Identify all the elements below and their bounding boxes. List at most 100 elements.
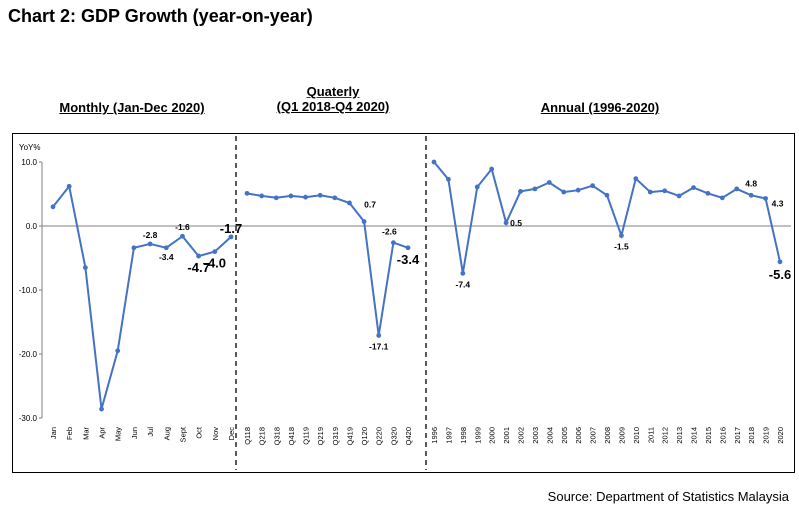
data-point [691, 185, 696, 190]
x-tick-label: Q219 [316, 427, 325, 445]
x-tick-label: 1996 [430, 427, 439, 444]
x-tick-label: Q418 [287, 427, 296, 445]
data-label: -2.8 [143, 230, 158, 240]
data-label: 0.5 [510, 218, 522, 228]
x-tick-label: 2006 [574, 427, 583, 444]
x-tick-label: Q119 [302, 427, 311, 445]
data-point [212, 249, 218, 254]
x-tick-label: Jul [146, 427, 155, 437]
y-tick-label: -20.0 [19, 350, 38, 359]
data-point [431, 159, 437, 165]
data-point [115, 348, 121, 354]
data-point [259, 193, 265, 199]
data-label: -3.4 [159, 252, 174, 262]
x-tick-label: May [114, 427, 123, 441]
x-tick-label: Q118 [243, 427, 252, 445]
data-label: -3.4 [397, 252, 420, 267]
x-tick-label: Nov [211, 427, 220, 441]
x-tick-label: Oct [195, 426, 204, 439]
data-point [66, 183, 72, 189]
y-tick-label: -10.0 [19, 286, 38, 295]
data-point [619, 233, 624, 238]
data-point [734, 186, 740, 192]
data-point [99, 406, 104, 412]
chart-svg: YoY% 10.0 0.0 -10.0 -20.0 -30.0 Jan Feb Mar Apr Ma… [19, 136, 791, 470]
x-tick-label: Q318 [272, 427, 281, 445]
x-tick-label: Aug [162, 427, 171, 440]
x-tick-label: 2014 [690, 427, 699, 444]
data-point [532, 186, 538, 192]
data-label: 4.8 [745, 178, 757, 188]
data-point [647, 189, 653, 195]
data-point [575, 187, 581, 193]
data-label: 4.3 [772, 198, 784, 208]
x-tick-label: 2017 [733, 427, 742, 444]
data-point [361, 219, 367, 224]
x-tick-label: 2003 [531, 427, 540, 444]
source-note: Source: Department of Statistics Malaysi… [547, 489, 789, 504]
data-label: -7.4 [456, 279, 471, 289]
data-point [228, 234, 234, 240]
x-tick-label: 2016 [718, 427, 727, 444]
data-label: -1.6 [175, 222, 190, 232]
y-tick-label: 10.0 [21, 158, 37, 167]
data-label: -4.7 [187, 260, 209, 275]
x-tick-label: Q120 [360, 427, 369, 445]
x-tick-label: Q419 [345, 427, 354, 445]
x-tick-label: Q320 [389, 427, 398, 445]
x-tick-label: Jun [130, 427, 139, 439]
data-point [317, 192, 323, 198]
data-point [288, 193, 294, 199]
data-point [489, 166, 495, 172]
panel-title-monthly: Monthly (Jan-Dec 2020) [59, 100, 205, 115]
data-point [705, 190, 711, 196]
panel-title-annual: Annual (1996-2020) [540, 100, 660, 115]
x-tick-label: 2009 [617, 427, 626, 444]
x-tick-label: Apr [98, 426, 107, 438]
data-point [676, 193, 682, 199]
x-tick-label: 2007 [589, 427, 598, 444]
x-tick-label: Q420 [404, 427, 413, 445]
x-tick-label: 2011 [646, 427, 655, 443]
data-point [590, 183, 595, 189]
data-point [376, 333, 382, 338]
data-point [303, 194, 308, 200]
x-tick-label: 2002 [517, 427, 526, 444]
x-tick-label: Dec [227, 427, 236, 441]
x-tick-label: 1997 [444, 427, 453, 444]
x-tick-label: 1998 [459, 427, 468, 444]
data-point [604, 192, 610, 198]
x-tick-label: Q220 [375, 427, 384, 445]
data-point [347, 200, 352, 206]
x-tick-label: Q218 [258, 427, 267, 445]
x-tick-label: 2015 [704, 427, 713, 444]
data-point [546, 180, 552, 185]
data-point [777, 259, 783, 265]
data-point [446, 176, 451, 182]
x-tick-label: 2010 [632, 427, 641, 444]
x-tick-label: 1999 [473, 427, 482, 444]
x-tick-label: 2000 [488, 427, 497, 444]
data-point [633, 176, 639, 182]
data-label: -1.5 [614, 242, 629, 252]
data-label: 0.7 [364, 200, 376, 210]
x-tick-label: Sept [178, 426, 187, 442]
data-point [518, 189, 523, 194]
data-point [50, 204, 56, 210]
x-tick-label: 2001 [502, 427, 511, 444]
x-tick-label: 2013 [675, 427, 684, 444]
data-point [82, 265, 88, 270]
series-line [246, 192, 409, 336]
x-tick-label: 2005 [560, 427, 569, 444]
series-line [433, 161, 781, 274]
data-label: -17.1 [369, 341, 389, 351]
x-tick-label: 2004 [545, 427, 554, 444]
data-point [662, 188, 668, 194]
chart-title: Chart 2: GDP Growth (year-on-year) [8, 6, 313, 26]
series-line [52, 183, 232, 410]
data-point [180, 233, 185, 239]
data-point [273, 195, 279, 201]
data-label: -4.0 [204, 256, 226, 271]
data-point [405, 245, 411, 251]
x-tick-label: 2020 [776, 427, 785, 444]
